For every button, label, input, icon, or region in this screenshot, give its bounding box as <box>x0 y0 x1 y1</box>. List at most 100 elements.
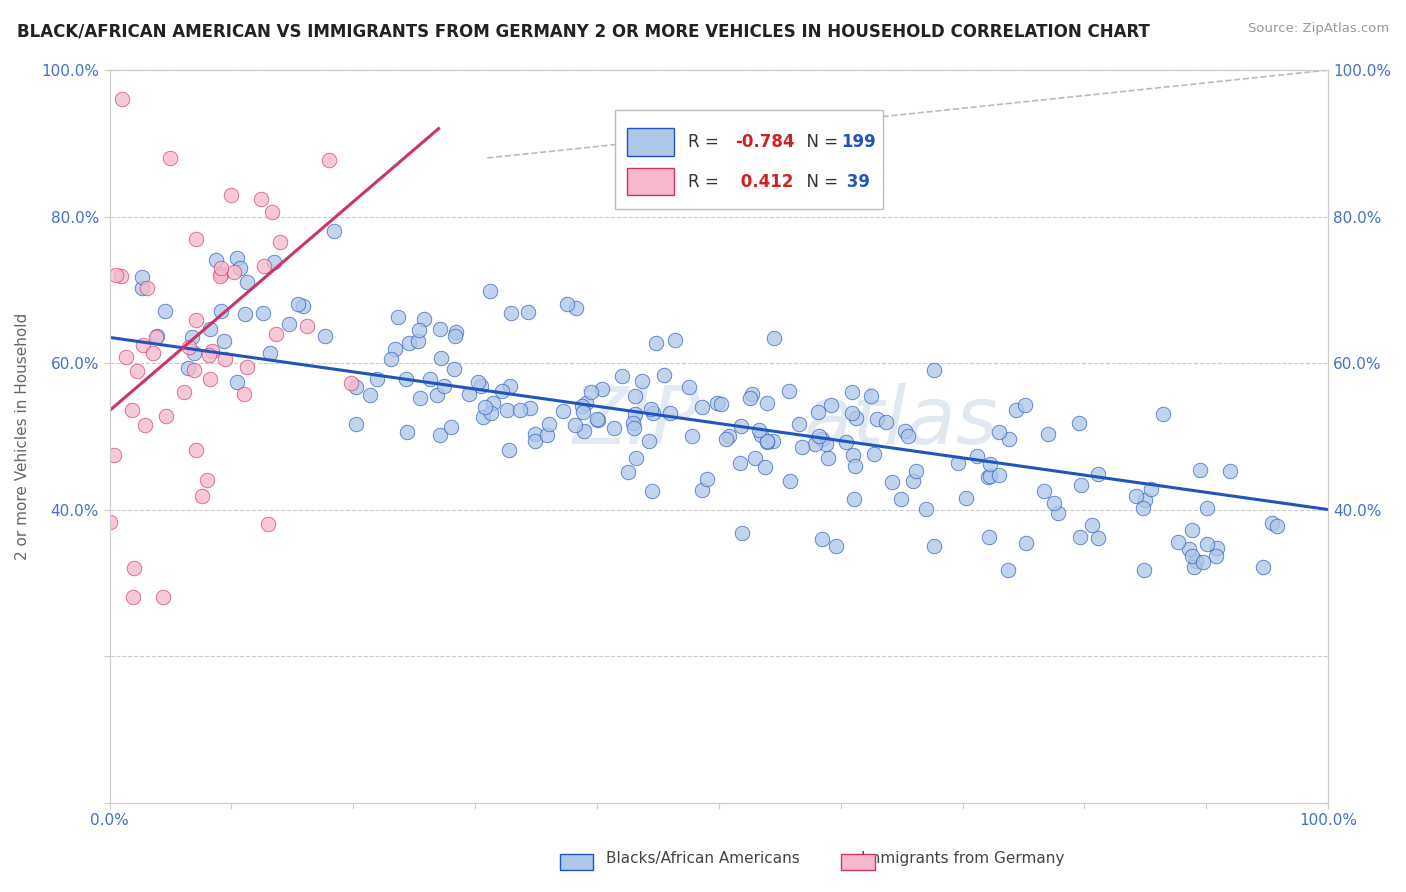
Point <box>191 489 214 503</box>
Point <box>664 334 686 348</box>
Point <box>914 502 936 516</box>
Text: R =: R = <box>689 172 724 191</box>
Point <box>754 459 776 474</box>
Point <box>236 275 259 289</box>
Point <box>718 428 741 442</box>
Point <box>997 563 1019 577</box>
Point <box>820 398 842 412</box>
Point <box>623 389 645 403</box>
Point <box>1195 536 1218 550</box>
Point <box>184 232 207 246</box>
Text: N =: N = <box>796 133 844 151</box>
Point <box>571 405 593 419</box>
Point <box>841 385 863 400</box>
Point <box>946 456 969 470</box>
Text: Immigrants from Germany: Immigrants from Germany <box>862 851 1064 865</box>
Point <box>209 304 232 318</box>
Point <box>706 396 728 410</box>
Point <box>572 424 595 438</box>
Point <box>471 410 494 425</box>
Point <box>181 329 204 343</box>
Point <box>479 285 502 299</box>
Text: BLACK/AFRICAN AMERICAN VS IMMIGRANTS FROM GERMANY 2 OR MORE VEHICLES IN HOUSEHOL: BLACK/AFRICAN AMERICAN VS IMMIGRANTS FRO… <box>17 22 1150 40</box>
Point <box>744 450 766 465</box>
Point <box>131 270 153 285</box>
Point <box>339 376 361 390</box>
Point <box>998 432 1021 446</box>
Point <box>183 362 205 376</box>
Point <box>762 434 785 448</box>
Point <box>681 429 703 443</box>
Point <box>212 334 235 348</box>
Y-axis label: 2 or more Vehicles in Household: 2 or more Vehicles in Household <box>15 313 30 560</box>
Point <box>810 433 832 447</box>
Point <box>610 368 633 383</box>
Point <box>591 382 613 396</box>
Point <box>197 348 219 362</box>
Point <box>232 387 254 401</box>
Point <box>1265 518 1288 533</box>
Point <box>1206 541 1229 555</box>
Point <box>200 372 222 386</box>
Text: 39: 39 <box>841 172 870 191</box>
FancyBboxPatch shape <box>627 168 673 195</box>
Point <box>778 384 800 398</box>
Point <box>575 396 598 410</box>
Point <box>1152 407 1174 421</box>
Point <box>1185 554 1208 568</box>
Point <box>977 470 1000 484</box>
Point <box>209 267 232 281</box>
Point <box>731 526 754 541</box>
Point <box>177 361 200 376</box>
Point <box>396 425 419 439</box>
Point <box>127 364 149 378</box>
Point <box>121 591 143 605</box>
Point <box>291 299 314 313</box>
Point <box>260 205 283 219</box>
Point <box>1015 536 1038 550</box>
Point <box>637 434 659 448</box>
Point <box>433 379 456 393</box>
Point <box>201 344 224 359</box>
Point <box>749 427 772 442</box>
Point <box>1005 403 1028 417</box>
Point <box>467 375 489 389</box>
Point <box>233 307 256 321</box>
Point <box>571 399 593 413</box>
Point <box>602 420 624 434</box>
Point <box>481 396 503 410</box>
Point <box>517 304 540 318</box>
Point <box>425 388 447 402</box>
Point <box>384 342 406 356</box>
Point <box>755 396 778 410</box>
Point <box>413 312 436 326</box>
Point <box>623 421 645 435</box>
Point <box>224 265 246 279</box>
Point <box>177 340 200 354</box>
Point <box>264 326 287 341</box>
Point <box>209 260 232 275</box>
Point <box>406 334 429 349</box>
Point <box>1251 559 1274 574</box>
Point <box>728 456 751 470</box>
Point <box>897 429 920 443</box>
Point <box>841 406 863 420</box>
Point <box>1014 398 1036 412</box>
Point <box>966 449 988 463</box>
Point <box>904 464 927 478</box>
Point <box>1069 530 1091 544</box>
Point <box>779 474 801 488</box>
Text: -0.784: -0.784 <box>735 133 794 151</box>
Point <box>184 313 207 327</box>
Point <box>159 151 181 165</box>
Point <box>474 400 496 414</box>
Point <box>738 391 761 405</box>
Point <box>269 235 291 249</box>
Point <box>257 517 280 532</box>
Point <box>344 380 367 394</box>
Point <box>263 255 285 269</box>
Point <box>630 374 652 388</box>
Point <box>824 539 846 553</box>
Point <box>458 387 481 401</box>
Point <box>678 380 700 394</box>
